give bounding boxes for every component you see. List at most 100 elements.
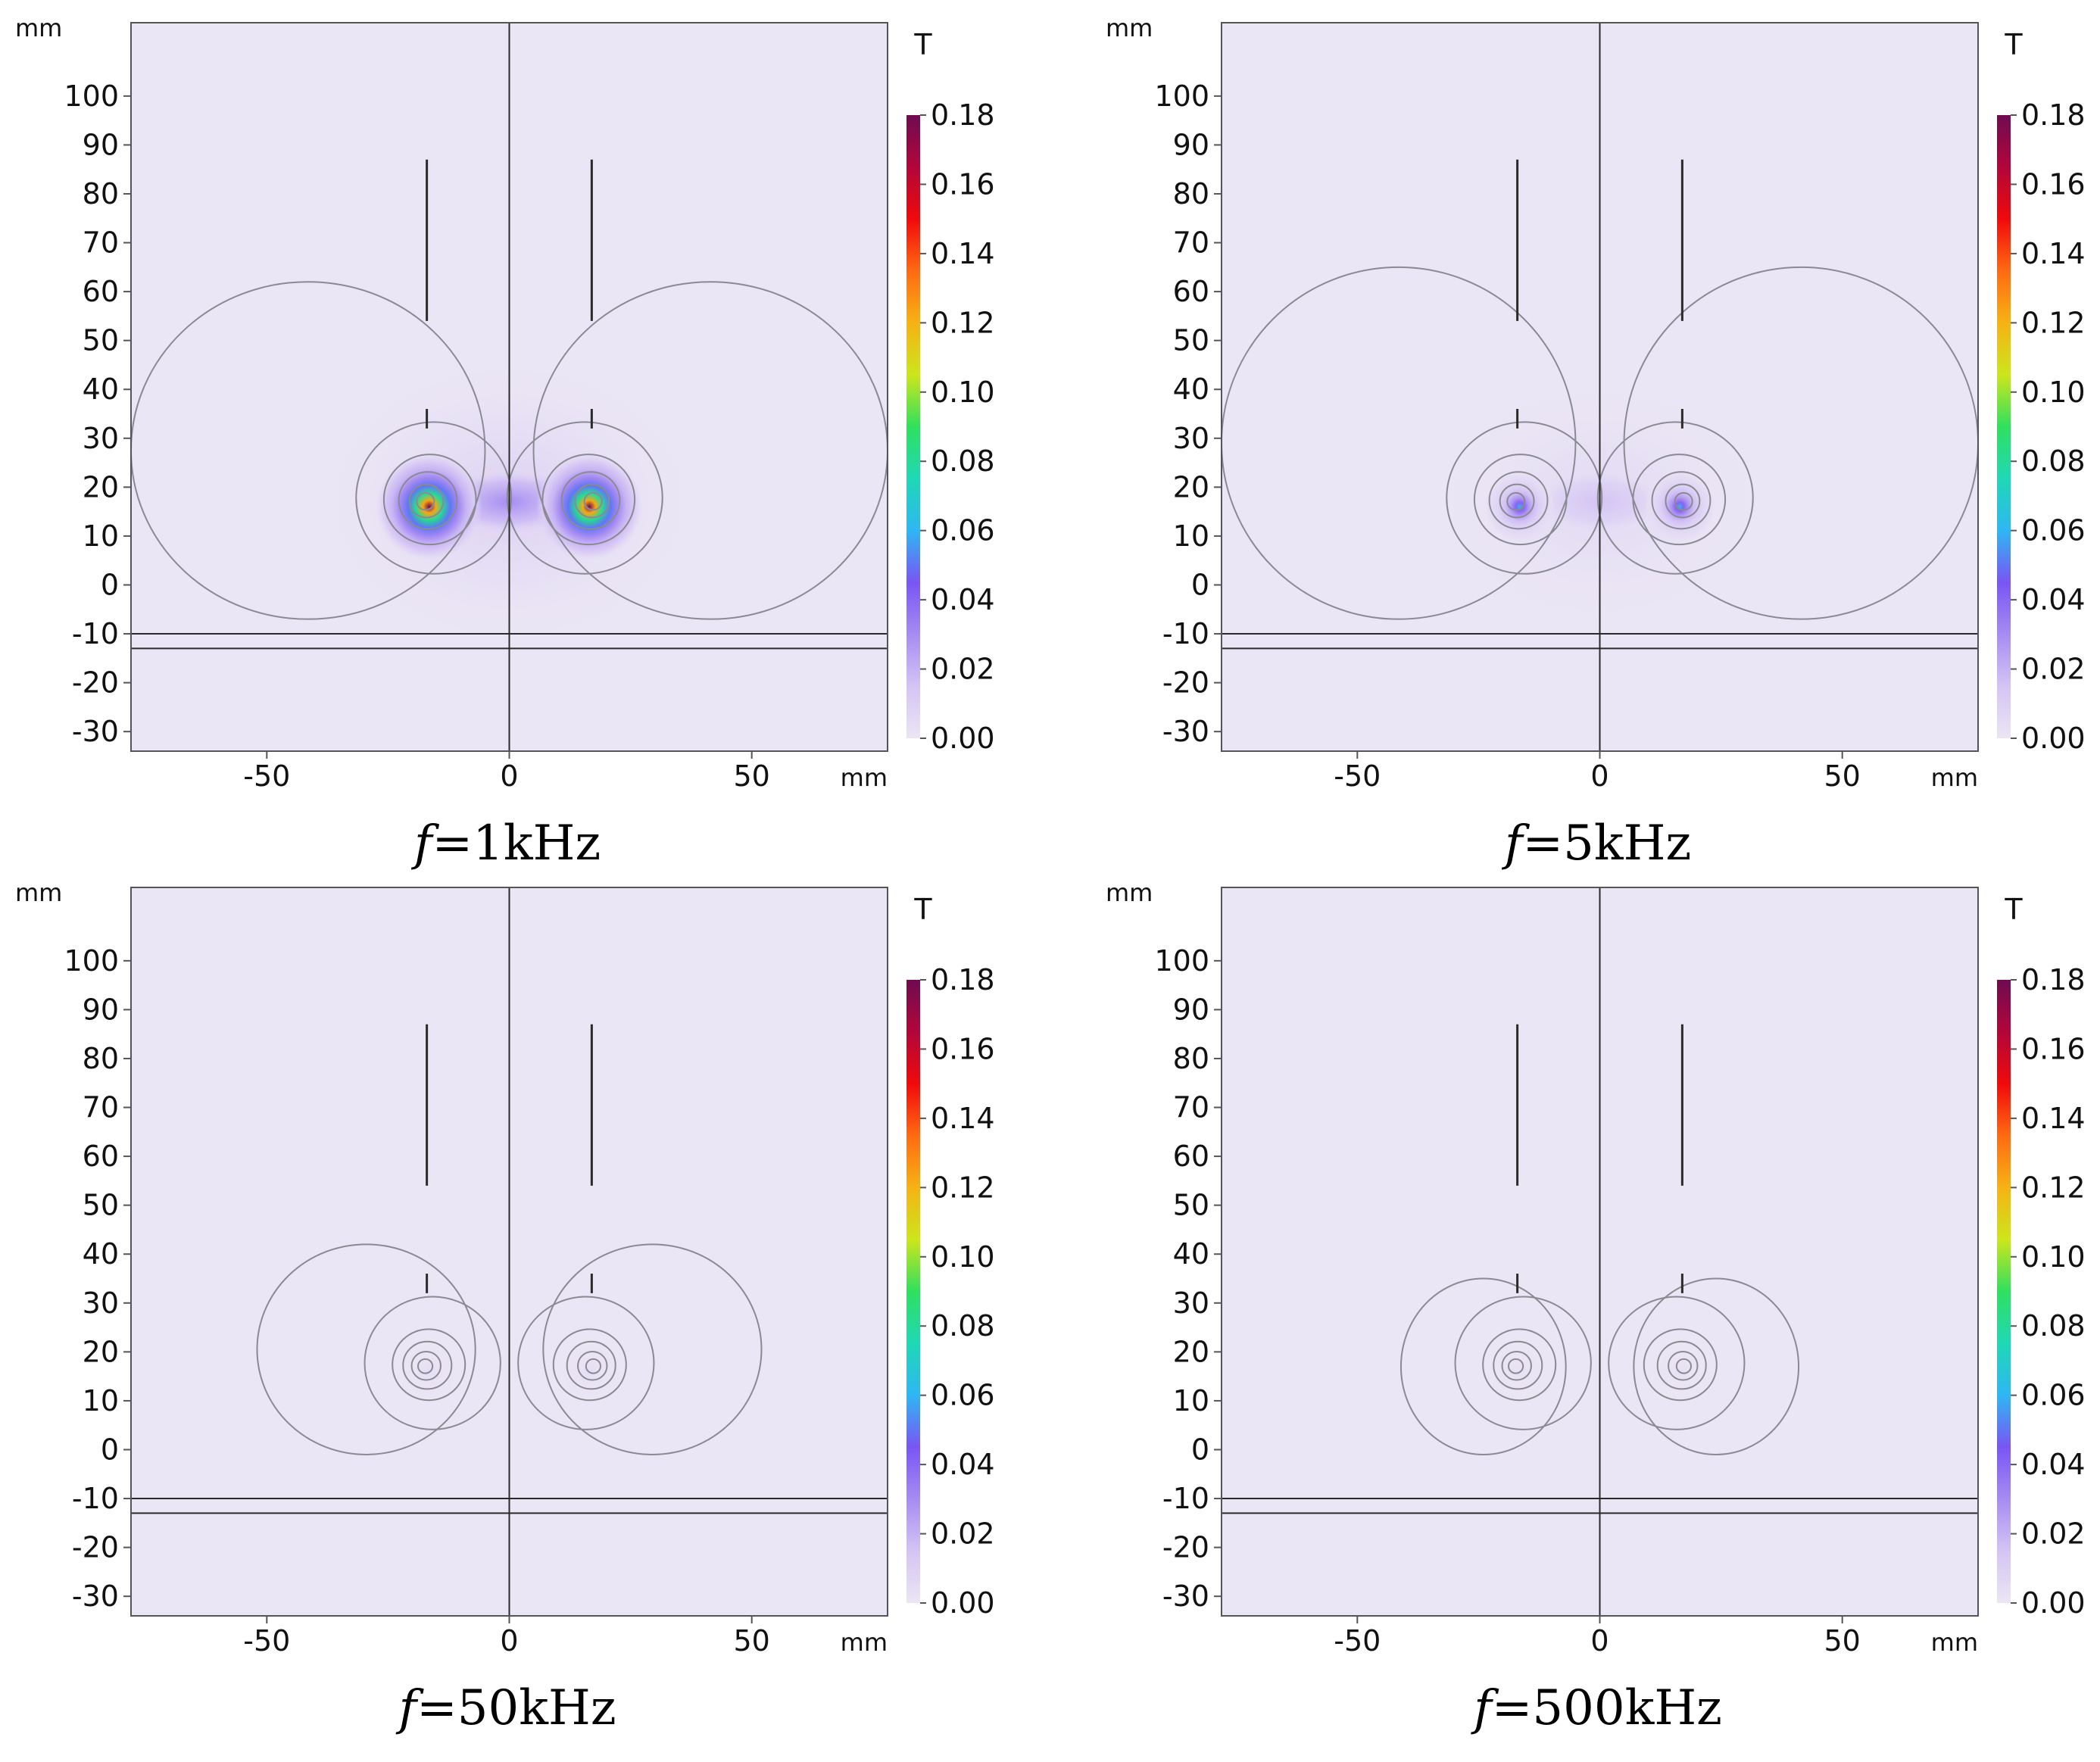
contour-left-5 — [1446, 421, 1603, 575]
contour-left-3 — [1493, 1340, 1543, 1390]
contour-group-left — [131, 281, 513, 620]
ytick-label: -30 — [1162, 1580, 1209, 1613]
contour-left-5 — [355, 421, 513, 575]
contour-right-2 — [1665, 483, 1701, 519]
ytick-label: 90 — [1173, 993, 1209, 1026]
xtick-label: -50 — [1334, 1624, 1381, 1658]
xtick-label: 0 — [500, 1624, 518, 1658]
hotspot-1 — [1484, 471, 1555, 543]
colorbar-tick-label: 0.08 — [2021, 1309, 2086, 1343]
ytick-label: -20 — [72, 1531, 119, 1564]
panel-caption: f=5kHz — [1502, 816, 1691, 872]
contour-right-3 — [566, 1340, 616, 1390]
contour-group-left — [1399, 1277, 1592, 1455]
contour-left-2 — [1499, 483, 1535, 519]
ytick-label: 70 — [83, 1091, 119, 1124]
contour-right-5 — [1596, 421, 1754, 575]
y-axis-unit: mm — [1106, 14, 1153, 42]
colorbar-tick-label: 0.10 — [2021, 376, 2086, 409]
colorbar-tick-label: 0.16 — [931, 1032, 995, 1065]
ytick-label: -20 — [72, 666, 119, 700]
contour-right-1 — [1674, 491, 1693, 511]
xtick-label: -50 — [243, 1624, 290, 1658]
contour-left-outer — [131, 281, 486, 620]
contour-right-5 — [506, 421, 663, 575]
contour-right-3 — [1651, 471, 1712, 530]
colorbar-tick-label: 0.12 — [2021, 1171, 2086, 1204]
contour-right-outer — [1633, 1277, 1800, 1455]
geometry — [1222, 23, 1978, 751]
contour-left-4 — [382, 454, 477, 546]
ytick-label: 20 — [83, 470, 119, 504]
colorbar-tick-label: 0.14 — [931, 237, 995, 270]
x-axis-unit: mm — [1931, 763, 1978, 792]
xtick-label: 0 — [1590, 759, 1609, 793]
colorbar — [906, 115, 920, 738]
ytick-label: 70 — [83, 226, 119, 260]
ytick-label: 30 — [1173, 1286, 1209, 1320]
colorbar-tick-label: 0.00 — [931, 722, 995, 755]
colorbar-unit: T — [913, 893, 932, 926]
contour-left-4 — [1482, 1328, 1557, 1402]
colorbar-tick-label: 0.14 — [2021, 1102, 2086, 1135]
colorbar-tick-label: 0.18 — [931, 963, 995, 996]
ytick-label: 90 — [83, 128, 119, 161]
contour-left-3 — [402, 1340, 453, 1390]
contour-left-1 — [1506, 491, 1526, 511]
caption-value: =500kHz — [1492, 1680, 1722, 1736]
colorbar-tick-label: 0.04 — [931, 1448, 995, 1481]
colorbar-tick-label: 0.16 — [2021, 1032, 2086, 1065]
colorbar-tick-label: 0.10 — [931, 376, 995, 409]
field-inner — [1222, 23, 1978, 751]
colorbar-tick-label: 0.08 — [2021, 444, 2086, 478]
caption-value: =50kHz — [417, 1680, 616, 1736]
xtick-label: 0 — [1590, 1624, 1609, 1658]
colorbar-tick-label: 0.04 — [931, 583, 995, 616]
field-layer — [1222, 23, 1978, 751]
ytick-label: -30 — [72, 1580, 119, 1613]
y-axis-unit: mm — [15, 14, 62, 42]
ytick-label: 20 — [83, 1335, 119, 1368]
xtick-label: 50 — [1824, 759, 1861, 793]
colorbar — [1997, 980, 2011, 1603]
ytick-label: 80 — [1173, 1042, 1209, 1075]
colorbar-tick-label: 0.00 — [2021, 1586, 2086, 1620]
ytick-label: 40 — [1173, 1237, 1209, 1271]
colorbar-tick-label: 0.12 — [931, 306, 995, 339]
contour-group-left — [256, 1243, 501, 1455]
colorbar-tick-label: 0.12 — [931, 1171, 995, 1204]
contour-right-outer — [532, 281, 888, 620]
hotspot-1 — [376, 453, 482, 560]
ytick-label: 10 — [1173, 1384, 1209, 1417]
field-layer — [131, 887, 888, 1616]
ytick-label: 100 — [64, 80, 119, 113]
contour-left-outer — [1222, 266, 1577, 620]
xtick-label: 50 — [1824, 1624, 1861, 1658]
ytick-label: 100 — [1154, 944, 1209, 978]
ytick-label: 50 — [1173, 324, 1209, 357]
colorbar-tick-label: 0.06 — [2021, 514, 2086, 547]
contour-left-2 — [410, 1350, 442, 1381]
x-axis-unit: mm — [1931, 1628, 1978, 1657]
contour-left-1 — [1507, 1358, 1524, 1374]
contour-left-5 — [1454, 1296, 1592, 1430]
contour-group-right — [517, 1243, 763, 1455]
ytick-label: 50 — [83, 324, 119, 357]
colorbar-tick-label: 0.18 — [2021, 98, 2086, 132]
contour-left-4 — [392, 1328, 466, 1402]
contour-right-2 — [574, 483, 610, 519]
colorbar-tick-label: 0.00 — [931, 1586, 995, 1620]
colorbar-tick-label: 0.16 — [2021, 167, 2086, 201]
colorbar-unit: T — [913, 28, 932, 61]
ytick-label: 20 — [1173, 470, 1209, 504]
panel-caption: f=1kHz — [411, 816, 601, 872]
contour-right-1 — [1675, 1358, 1693, 1374]
ytick-label: -10 — [72, 1482, 119, 1515]
colorbar-tick-label: 0.12 — [2021, 306, 2086, 339]
contour-left-2 — [408, 483, 445, 519]
ytick-label: -20 — [1162, 1531, 1209, 1564]
colorbar-tick-label: 0.18 — [931, 98, 995, 132]
